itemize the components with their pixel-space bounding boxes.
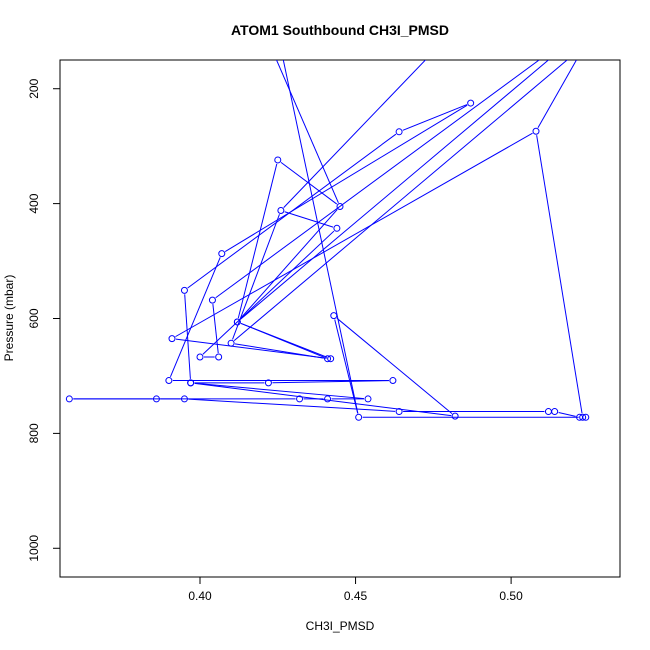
series-line-segment <box>536 135 583 414</box>
data-point <box>364 395 372 403</box>
series-line-segment <box>558 411 576 417</box>
x-tick-label: 0.50 <box>499 589 523 603</box>
data-point <box>65 395 73 403</box>
y-axis-label: Pressure (mbar) <box>2 275 16 362</box>
data-point <box>355 413 363 421</box>
data-point <box>333 224 341 232</box>
x-tick-label: 0.45 <box>344 589 368 603</box>
y-tick-label: 400 <box>27 193 41 213</box>
data-point <box>218 250 226 258</box>
data-point <box>180 286 188 294</box>
series-line-segment <box>175 132 533 338</box>
data-point <box>327 355 335 363</box>
data-point <box>187 379 195 387</box>
data-point <box>208 296 216 304</box>
series-line-segment <box>215 60 540 299</box>
series-line-segment <box>240 60 549 320</box>
data-point <box>215 353 223 361</box>
data-point <box>180 395 188 403</box>
series-line-segment <box>237 163 278 319</box>
series-line-segment <box>282 60 359 414</box>
data-point <box>395 408 403 416</box>
data-point <box>152 395 160 403</box>
data-point <box>336 202 344 210</box>
series-0 <box>65 60 590 421</box>
x-axis: 0.40 0.45 0.50 <box>188 577 523 603</box>
series-line-segment <box>224 104 468 252</box>
series-layer <box>65 60 590 421</box>
data-point <box>576 413 584 421</box>
series-line-segment <box>184 294 191 379</box>
series-line-segment <box>234 343 324 359</box>
x-tick-label: 0.40 <box>188 589 212 603</box>
series-line-segment <box>202 230 335 355</box>
series-line-segment <box>239 209 338 320</box>
series-line-segment <box>233 60 568 342</box>
data-point <box>168 335 176 343</box>
data-point <box>324 395 332 403</box>
data-point <box>467 99 475 107</box>
y-tick-label: 600 <box>27 308 41 328</box>
data-point <box>389 377 397 385</box>
y-axis: 200 400 600 800 1000 <box>27 78 60 562</box>
series-line-segment <box>194 382 452 417</box>
series-line-segment <box>169 257 221 378</box>
chart-title: ATOM1 Southbound CH3I_PMSD <box>231 22 449 38</box>
series-line-segment <box>188 398 396 412</box>
series-line-segment <box>240 322 325 358</box>
series-line-segment <box>212 304 219 354</box>
series-line-segment <box>284 211 334 228</box>
series-line-segment <box>187 133 397 289</box>
data-point <box>165 377 173 385</box>
data-point <box>296 395 304 403</box>
series-line-segment <box>537 60 577 128</box>
data-point <box>196 353 204 361</box>
data-point <box>274 156 282 164</box>
y-tick-label: 800 <box>27 423 41 443</box>
series-line-segment <box>334 319 359 414</box>
series-line-segment <box>275 60 339 204</box>
y-tick-label: 200 <box>27 78 41 98</box>
data-point <box>544 408 552 416</box>
x-axis-label: CH3I_PMSD <box>306 619 375 633</box>
series-line-segment <box>194 382 365 400</box>
data-point <box>395 128 403 136</box>
data-point <box>233 318 241 326</box>
data-point <box>264 379 272 387</box>
data-point <box>532 127 540 135</box>
y-tick-label: 1000 <box>27 535 41 562</box>
data-point <box>451 412 459 420</box>
data-point <box>227 339 235 347</box>
data-point <box>277 207 285 215</box>
data-point <box>324 355 332 363</box>
data-point <box>579 413 587 421</box>
series-line-segment <box>336 317 453 414</box>
data-point <box>330 312 338 320</box>
series-line-segment <box>402 104 468 131</box>
